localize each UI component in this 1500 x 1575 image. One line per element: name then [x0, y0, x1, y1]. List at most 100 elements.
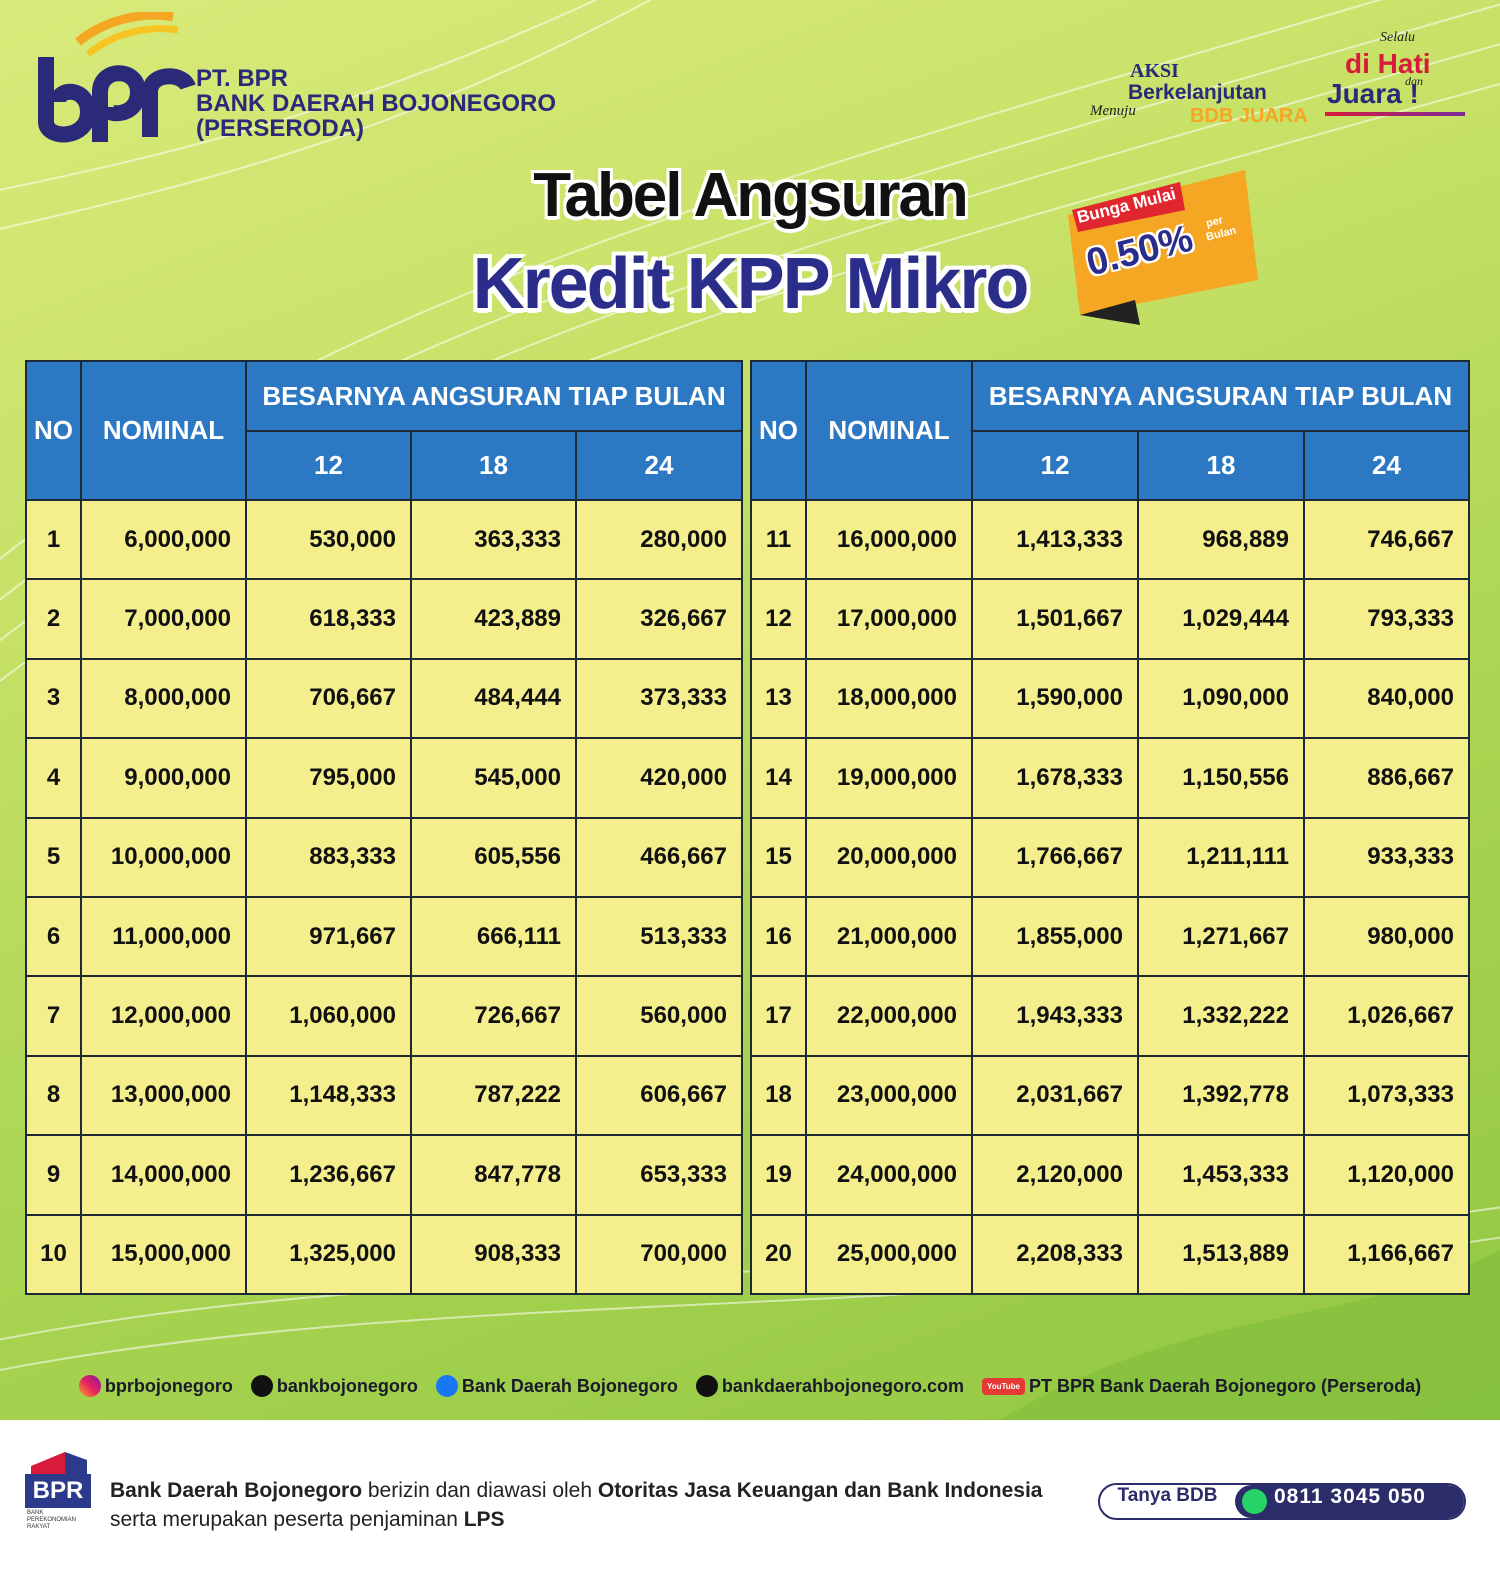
cta-phone: 0811 3045 050 — [1274, 1485, 1426, 1508]
tenor-cell: 18 — [410, 430, 577, 501]
badge-text: Selalu — [1380, 30, 1415, 45]
amount-cell: 908,333 — [410, 1213, 577, 1295]
amount-cell: 14,000,000 — [80, 1134, 247, 1216]
badge-underline — [1325, 112, 1465, 116]
no-cell: 18 — [750, 1054, 807, 1137]
no-cell: 2 — [25, 578, 82, 660]
data-row: 18 23,000,000 2,031,667 1,392,778 1,073,333 — [750, 1054, 1470, 1137]
bpr-logo — [38, 12, 196, 143]
data-row: 16 21,000,000 1,855,000 1,271,667 980,000 — [750, 895, 1470, 978]
cta-label: Tanya BDB — [1117, 1485, 1218, 1506]
social-handle: PT BPR Bank Daerah Bojonegoro (Perseroda… — [1029, 1375, 1422, 1396]
notice-line: serta merupakan peserta penjaminan LPS — [110, 1505, 1042, 1534]
amount-cell: 847,778 — [410, 1134, 577, 1216]
amount-cell: 466,667 — [575, 816, 743, 898]
amount-cell: 10,000,000 — [80, 816, 247, 898]
amount-cell: 9,000,000 — [80, 737, 247, 819]
amount-cell: 16,000,000 — [805, 498, 973, 581]
amount-cell: 24,000,000 — [805, 1134, 973, 1216]
amount-cell: 1,029,444 — [1137, 578, 1305, 660]
amount-cell: 1,026,667 — [1303, 975, 1470, 1057]
amount-cell: 545,000 — [410, 737, 577, 819]
juara-badge: Selalu di Hati dan Juara ! — [1325, 30, 1470, 120]
bpr-sub-line: PEREKONOMIAN — [27, 1517, 77, 1523]
amount-cell: 23,000,000 — [805, 1054, 973, 1137]
data-row: 5 10,000,000 883,333 605,556 466,667 — [25, 816, 743, 898]
amount-cell: 21,000,000 — [805, 895, 973, 978]
amount-cell: 1,943,333 — [971, 975, 1139, 1057]
instagram-icon — [78, 1375, 101, 1397]
no-cell: 5 — [25, 816, 82, 898]
header-cell: BESARNYA ANGSURAN TIAP BULAN — [971, 360, 1470, 432]
amount-cell: 2,208,333 — [971, 1213, 1139, 1295]
amount-cell: 363,333 — [410, 498, 577, 581]
amount-cell: 1,590,000 — [971, 657, 1139, 740]
amount-cell: 423,889 — [410, 578, 577, 660]
aksi-badge: AKSI Berkelanjutan Menuju BDB JUARA — [1090, 55, 1310, 130]
amount-cell: 17,000,000 — [805, 578, 973, 660]
amount-cell: 1,271,667 — [1137, 895, 1305, 978]
amount-cell: 280,000 — [575, 498, 743, 581]
amount-cell: 2,120,000 — [971, 1134, 1139, 1216]
amount-cell: 700,000 — [575, 1213, 743, 1295]
no-cell: 14 — [750, 737, 807, 819]
title-line: Tabel Angsuran — [533, 161, 969, 230]
social-item: Bank Daerah Bojonegoro — [435, 1375, 678, 1397]
amount-cell: 1,073,333 — [1303, 1054, 1470, 1137]
tenor-cell: 12 — [245, 430, 412, 501]
amount-cell: 513,333 — [575, 895, 743, 978]
tenor-cell: 24 — [575, 430, 743, 501]
amount-cell: 18,000,000 — [805, 657, 973, 740]
amount-cell: 971,667 — [245, 895, 412, 978]
header-row: NO NOMINAL BESARNYA ANGSURAN TIAP BULAN — [750, 360, 1470, 501]
amount-cell: 484,444 — [410, 657, 577, 740]
no-cell: 3 — [25, 657, 82, 740]
data-row: 6 11,000,000 971,667 666,111 513,333 — [25, 895, 743, 978]
no-cell: 20 — [750, 1213, 807, 1295]
badge-text: Menuju — [1090, 103, 1136, 119]
cta-phone-bg — [1235, 1485, 1464, 1518]
amount-cell: 420,000 — [575, 737, 743, 819]
data-row: 14 19,000,000 1,678,333 1,150,556 886,667 — [750, 737, 1470, 819]
amount-cell: 25,000,000 — [805, 1213, 973, 1295]
contact-button[interactable]: Tanya BDB 0811 3045 050 — [1098, 1483, 1466, 1520]
data-row: 3 8,000,000 706,667 484,444 373,333 — [25, 657, 743, 740]
amount-cell: 373,333 — [575, 657, 743, 740]
amount-cell: 1,766,667 — [971, 816, 1139, 898]
data-row: 7 12,000,000 1,060,000 726,667 560,000 — [25, 975, 743, 1057]
no-cell: 19 — [750, 1134, 807, 1216]
data-row: 4 9,000,000 795,000 545,000 420,000 — [25, 737, 743, 819]
amount-cell: 606,667 — [575, 1054, 743, 1137]
data-row: 12 17,000,000 1,501,667 1,029,444 793,333 — [750, 578, 1470, 660]
promo-shape — [1068, 170, 1258, 325]
amount-cell: 20,000,000 — [805, 816, 973, 898]
bpr-sub: BANK PEREKONOMIAN RAKYAT — [27, 1510, 76, 1531]
promo-tag: Bunga Mulai 0.50% per Bulan — [1060, 170, 1260, 325]
web-icon — [695, 1375, 718, 1397]
bpr-footer-logo: BPR BANK PEREKONOMIAN RAKYAT — [25, 1452, 91, 1538]
tenor-cell: 12 — [971, 430, 1139, 501]
bpr-abbr: BPR — [25, 1474, 91, 1508]
no-cell: 15 — [750, 816, 807, 898]
data-row: 13 18,000,000 1,590,000 1,090,000 840,000 — [750, 657, 1470, 740]
badge-text: di Hati — [1345, 48, 1431, 79]
amount-cell: 1,120,000 — [1303, 1134, 1470, 1216]
header-cell: NOMINAL — [80, 360, 247, 501]
notice-text: Bank Daerah Bojonegoro — [110, 1479, 363, 1502]
data-row: 20 25,000,000 2,208,333 1,513,889 1,166,667 — [750, 1213, 1470, 1295]
company-line: BANK DAERAH BOJONEGORO — [196, 90, 557, 117]
tenor-cell: 24 — [1303, 430, 1470, 501]
amount-cell: 1,678,333 — [971, 737, 1139, 819]
notice: Bank Daerah Bojonegoro berizin dan diawa… — [110, 1476, 1042, 1534]
tenor-cell: 18 — [1137, 430, 1305, 501]
amount-cell: 840,000 — [1303, 657, 1470, 740]
social-item: bankbojonegoro — [250, 1375, 418, 1397]
amount-cell: 2,031,667 — [971, 1054, 1139, 1137]
amount-cell: 8,000,000 — [80, 657, 247, 740]
social-handle: bankbojonegoro — [276, 1375, 418, 1396]
header-row: 12 18 24 — [26, 430, 743, 501]
header-cell: NOMINAL — [805, 360, 973, 501]
facebook-icon — [435, 1375, 458, 1397]
no-cell: 1 — [25, 498, 82, 581]
